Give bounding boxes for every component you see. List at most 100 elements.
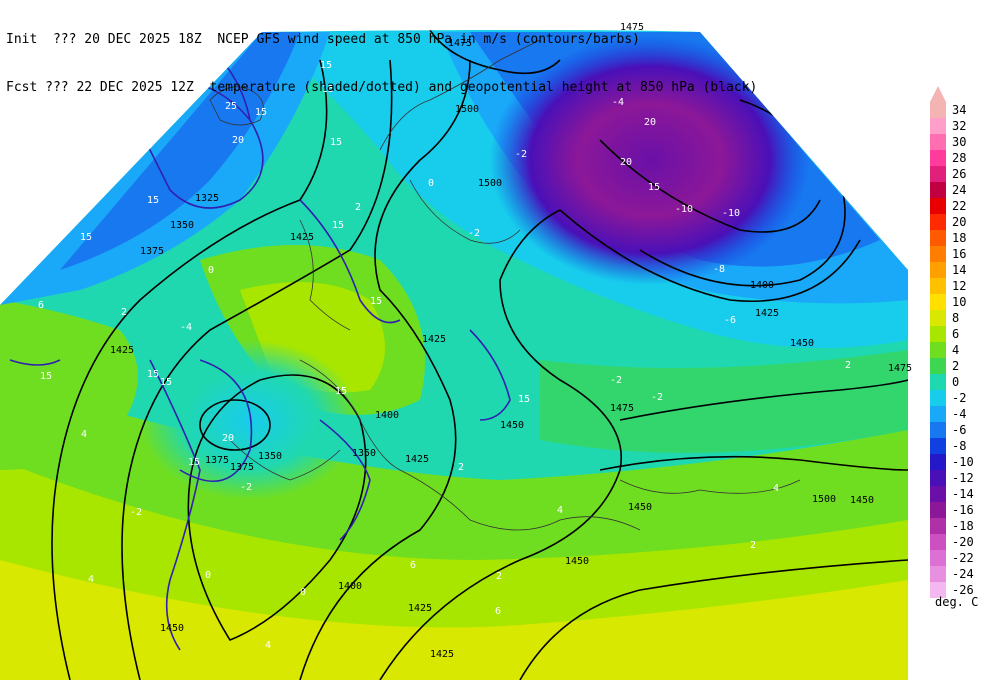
legend-swatch bbox=[930, 470, 946, 486]
height-label: 1425 bbox=[422, 334, 446, 345]
legend-swatch bbox=[930, 294, 946, 310]
legend-label: 2 bbox=[952, 359, 960, 373]
height-label: 1450 bbox=[565, 556, 589, 567]
legend-level: 28 bbox=[930, 150, 1000, 166]
legend-swatch bbox=[930, 438, 946, 454]
legend-label: 34 bbox=[952, 103, 967, 117]
legend-swatch bbox=[930, 390, 946, 406]
legend-swatch bbox=[930, 358, 946, 374]
height-label: 1475 bbox=[448, 38, 472, 49]
wind-contours bbox=[9, 39, 511, 651]
temperature-label: -2 bbox=[130, 507, 142, 518]
temperature-label: 0 bbox=[205, 570, 211, 581]
temperature-label: 2 bbox=[121, 307, 127, 318]
wind-label: 15 bbox=[648, 182, 660, 193]
temperature-label: 2 bbox=[355, 202, 361, 213]
temperature-label: 4 bbox=[88, 574, 94, 585]
height-label: 1450 bbox=[850, 495, 874, 506]
height-label: 1425 bbox=[110, 345, 134, 356]
legend-label: 6 bbox=[952, 327, 960, 341]
legend-level: 18 bbox=[930, 230, 1000, 246]
legend-swatch bbox=[930, 166, 946, 182]
temperature-label: 6 bbox=[38, 300, 44, 311]
height-label: 1400 bbox=[338, 581, 362, 592]
legend-level: -22 bbox=[930, 550, 1000, 566]
temperature-label: 4 bbox=[773, 483, 779, 494]
wind-label: 15 bbox=[332, 220, 344, 231]
legend-swatch bbox=[930, 422, 946, 438]
legend-level: -20 bbox=[930, 534, 1000, 550]
legend-level: -10 bbox=[930, 454, 1000, 470]
height-label: 1500 bbox=[812, 494, 836, 505]
legend-level: -24 bbox=[930, 566, 1000, 582]
legend-swatch bbox=[930, 118, 946, 134]
legend-label: -22 bbox=[952, 551, 974, 565]
legend-level: 32 bbox=[930, 118, 1000, 134]
height-label: 1475 bbox=[888, 363, 912, 374]
legend-swatch bbox=[930, 198, 946, 214]
legend-level: 16 bbox=[930, 246, 1000, 262]
legend-label: -24 bbox=[952, 567, 974, 581]
height-label: 1425 bbox=[430, 649, 454, 660]
legend-level: -26 bbox=[930, 582, 1000, 598]
legend-level: 34 bbox=[930, 102, 1000, 118]
map-labels: 1475150015001325135013751425142514001375… bbox=[38, 22, 912, 660]
wind-label: 25 bbox=[225, 101, 237, 112]
legend-swatch bbox=[930, 278, 946, 294]
legend-level: 6 bbox=[930, 326, 1000, 342]
legend-swatch bbox=[930, 246, 946, 262]
legend-level: 20 bbox=[930, 214, 1000, 230]
height-label: 1450 bbox=[160, 623, 184, 634]
legend-swatch bbox=[930, 502, 946, 518]
legend-swatch bbox=[930, 550, 946, 566]
legend-level: -2 bbox=[930, 390, 1000, 406]
height-label: 1450 bbox=[628, 502, 652, 513]
height-label: 1425 bbox=[290, 232, 314, 243]
legend-level: 10 bbox=[930, 294, 1000, 310]
wind-label: 20 bbox=[232, 135, 244, 146]
height-label: 1375 bbox=[140, 246, 164, 257]
wind-label: 20 bbox=[620, 157, 632, 168]
temperature-label: -2 bbox=[651, 392, 663, 403]
legend-label: 24 bbox=[952, 183, 967, 197]
height-label: 1450 bbox=[500, 420, 524, 431]
product-subtitle: temperature (shaded/dotted) and geopoten… bbox=[209, 80, 758, 95]
forecast-time: Fcst ??? 22 DEC 2025 12Z bbox=[6, 80, 194, 95]
temperature-label: -2 bbox=[610, 375, 622, 386]
legend-top-triangle bbox=[930, 86, 946, 102]
legend-label: -2 bbox=[952, 391, 967, 405]
legend-swatch bbox=[930, 582, 946, 598]
legend-label: 26 bbox=[952, 167, 967, 181]
wind-label: 15 bbox=[188, 457, 200, 468]
height-label: 1350 bbox=[258, 451, 282, 462]
legend-level: 30 bbox=[930, 134, 1000, 150]
init-time: Init ??? 20 DEC 2025 18Z bbox=[6, 32, 202, 47]
wind-label: 15 bbox=[147, 369, 159, 380]
height-label: 1500 bbox=[478, 178, 502, 189]
wind-label: 15 bbox=[330, 137, 342, 148]
legend-label: 20 bbox=[952, 215, 967, 229]
temperature-label: -10 bbox=[722, 208, 740, 219]
temperature-label: 4 bbox=[265, 640, 271, 651]
legend-level: -6 bbox=[930, 422, 1000, 438]
legend-swatch bbox=[930, 102, 946, 118]
legend-swatch bbox=[930, 310, 946, 326]
height-label: 1400 bbox=[375, 410, 399, 421]
height-label: 1325 bbox=[195, 193, 219, 204]
temperature-label: -8 bbox=[713, 264, 725, 275]
header-line-2: Fcst ??? 22 DEC 2025 12Z temperature (sh… bbox=[6, 80, 757, 96]
legend-swatch bbox=[930, 182, 946, 198]
legend-label: -18 bbox=[952, 519, 974, 533]
temperature-label: -2 bbox=[515, 149, 527, 160]
legend-level: 14 bbox=[930, 262, 1000, 278]
temperature-label: -2 bbox=[240, 482, 252, 493]
wind-label: 15 bbox=[335, 386, 347, 397]
legend-level: 24 bbox=[930, 182, 1000, 198]
legend-label: 16 bbox=[952, 247, 967, 261]
legend-level: 2 bbox=[930, 358, 1000, 374]
legend-swatch bbox=[930, 518, 946, 534]
temperature-label: 2 bbox=[496, 571, 502, 582]
legend-label: -12 bbox=[952, 471, 974, 485]
